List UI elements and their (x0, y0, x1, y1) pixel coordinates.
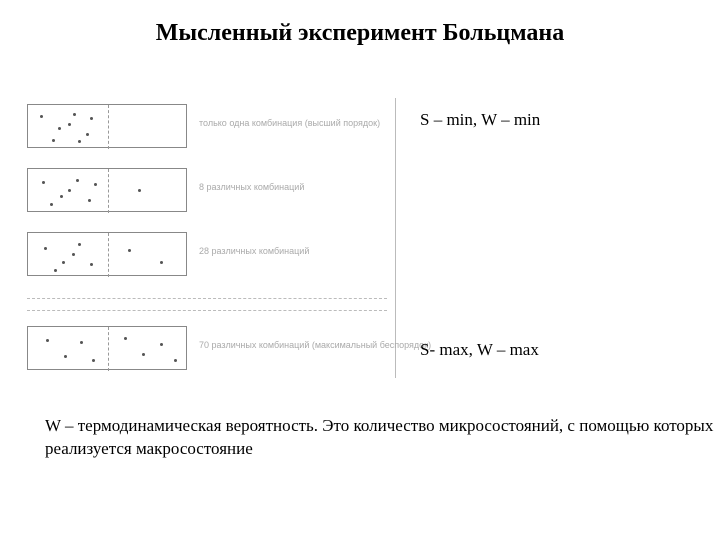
particle-dot (73, 113, 76, 116)
box-divider (108, 327, 109, 371)
particle-dot (52, 139, 55, 142)
particle-dot (60, 195, 63, 198)
box-divider (108, 105, 109, 149)
horizontal-dash-1 (27, 298, 387, 299)
particle-dot (160, 343, 163, 346)
particle-dot (50, 203, 53, 206)
particle-dot (80, 341, 83, 344)
particle-dot (78, 140, 81, 143)
annotation-bottom: S- max, W – max (420, 340, 539, 360)
particle-box-2 (27, 168, 187, 212)
particle-box-4 (27, 326, 187, 370)
particle-dot (92, 359, 95, 362)
particle-dot (138, 189, 141, 192)
particle-dot (90, 263, 93, 266)
box-caption-3: 28 различных комбинаций (199, 246, 309, 256)
particle-box-1 (27, 104, 187, 148)
horizontal-dash-2 (27, 310, 387, 311)
particle-dot (86, 133, 89, 136)
particle-dot (160, 261, 163, 264)
particle-dot (142, 353, 145, 356)
particle-dot (62, 261, 65, 264)
particle-dot (90, 117, 93, 120)
particle-dot (64, 355, 67, 358)
particle-dot (72, 253, 75, 256)
particle-dot (94, 183, 97, 186)
particle-dot (58, 127, 61, 130)
particle-dot (42, 181, 45, 184)
particle-dot (46, 339, 49, 342)
box-divider (108, 233, 109, 277)
particle-dot (68, 123, 71, 126)
page-title: Мысленный эксперимент Больцмана (0, 20, 720, 47)
particle-dot (174, 359, 177, 362)
particle-dot (124, 337, 127, 340)
box-caption-2: 8 различных комбинаций (199, 182, 304, 192)
particle-dot (78, 243, 81, 246)
box-caption-1: только одна комбинация (высший порядок) (199, 118, 380, 128)
annotation-top: S – min, W – min (420, 110, 540, 130)
definition-text: W – термодинамическая вероятность. Это к… (45, 415, 715, 461)
particle-box-3 (27, 232, 187, 276)
particle-dot (128, 249, 131, 252)
box-caption-4: 70 различных комбинаций (максимальный бе… (199, 340, 431, 350)
particle-dot (40, 115, 43, 118)
particle-dot (76, 179, 79, 182)
box-divider (108, 169, 109, 213)
particle-dot (68, 189, 71, 192)
particle-dot (88, 199, 91, 202)
particle-dot (54, 269, 57, 272)
diagram-area: только одна комбинация (высший порядок) … (15, 98, 396, 378)
particle-dot (44, 247, 47, 250)
